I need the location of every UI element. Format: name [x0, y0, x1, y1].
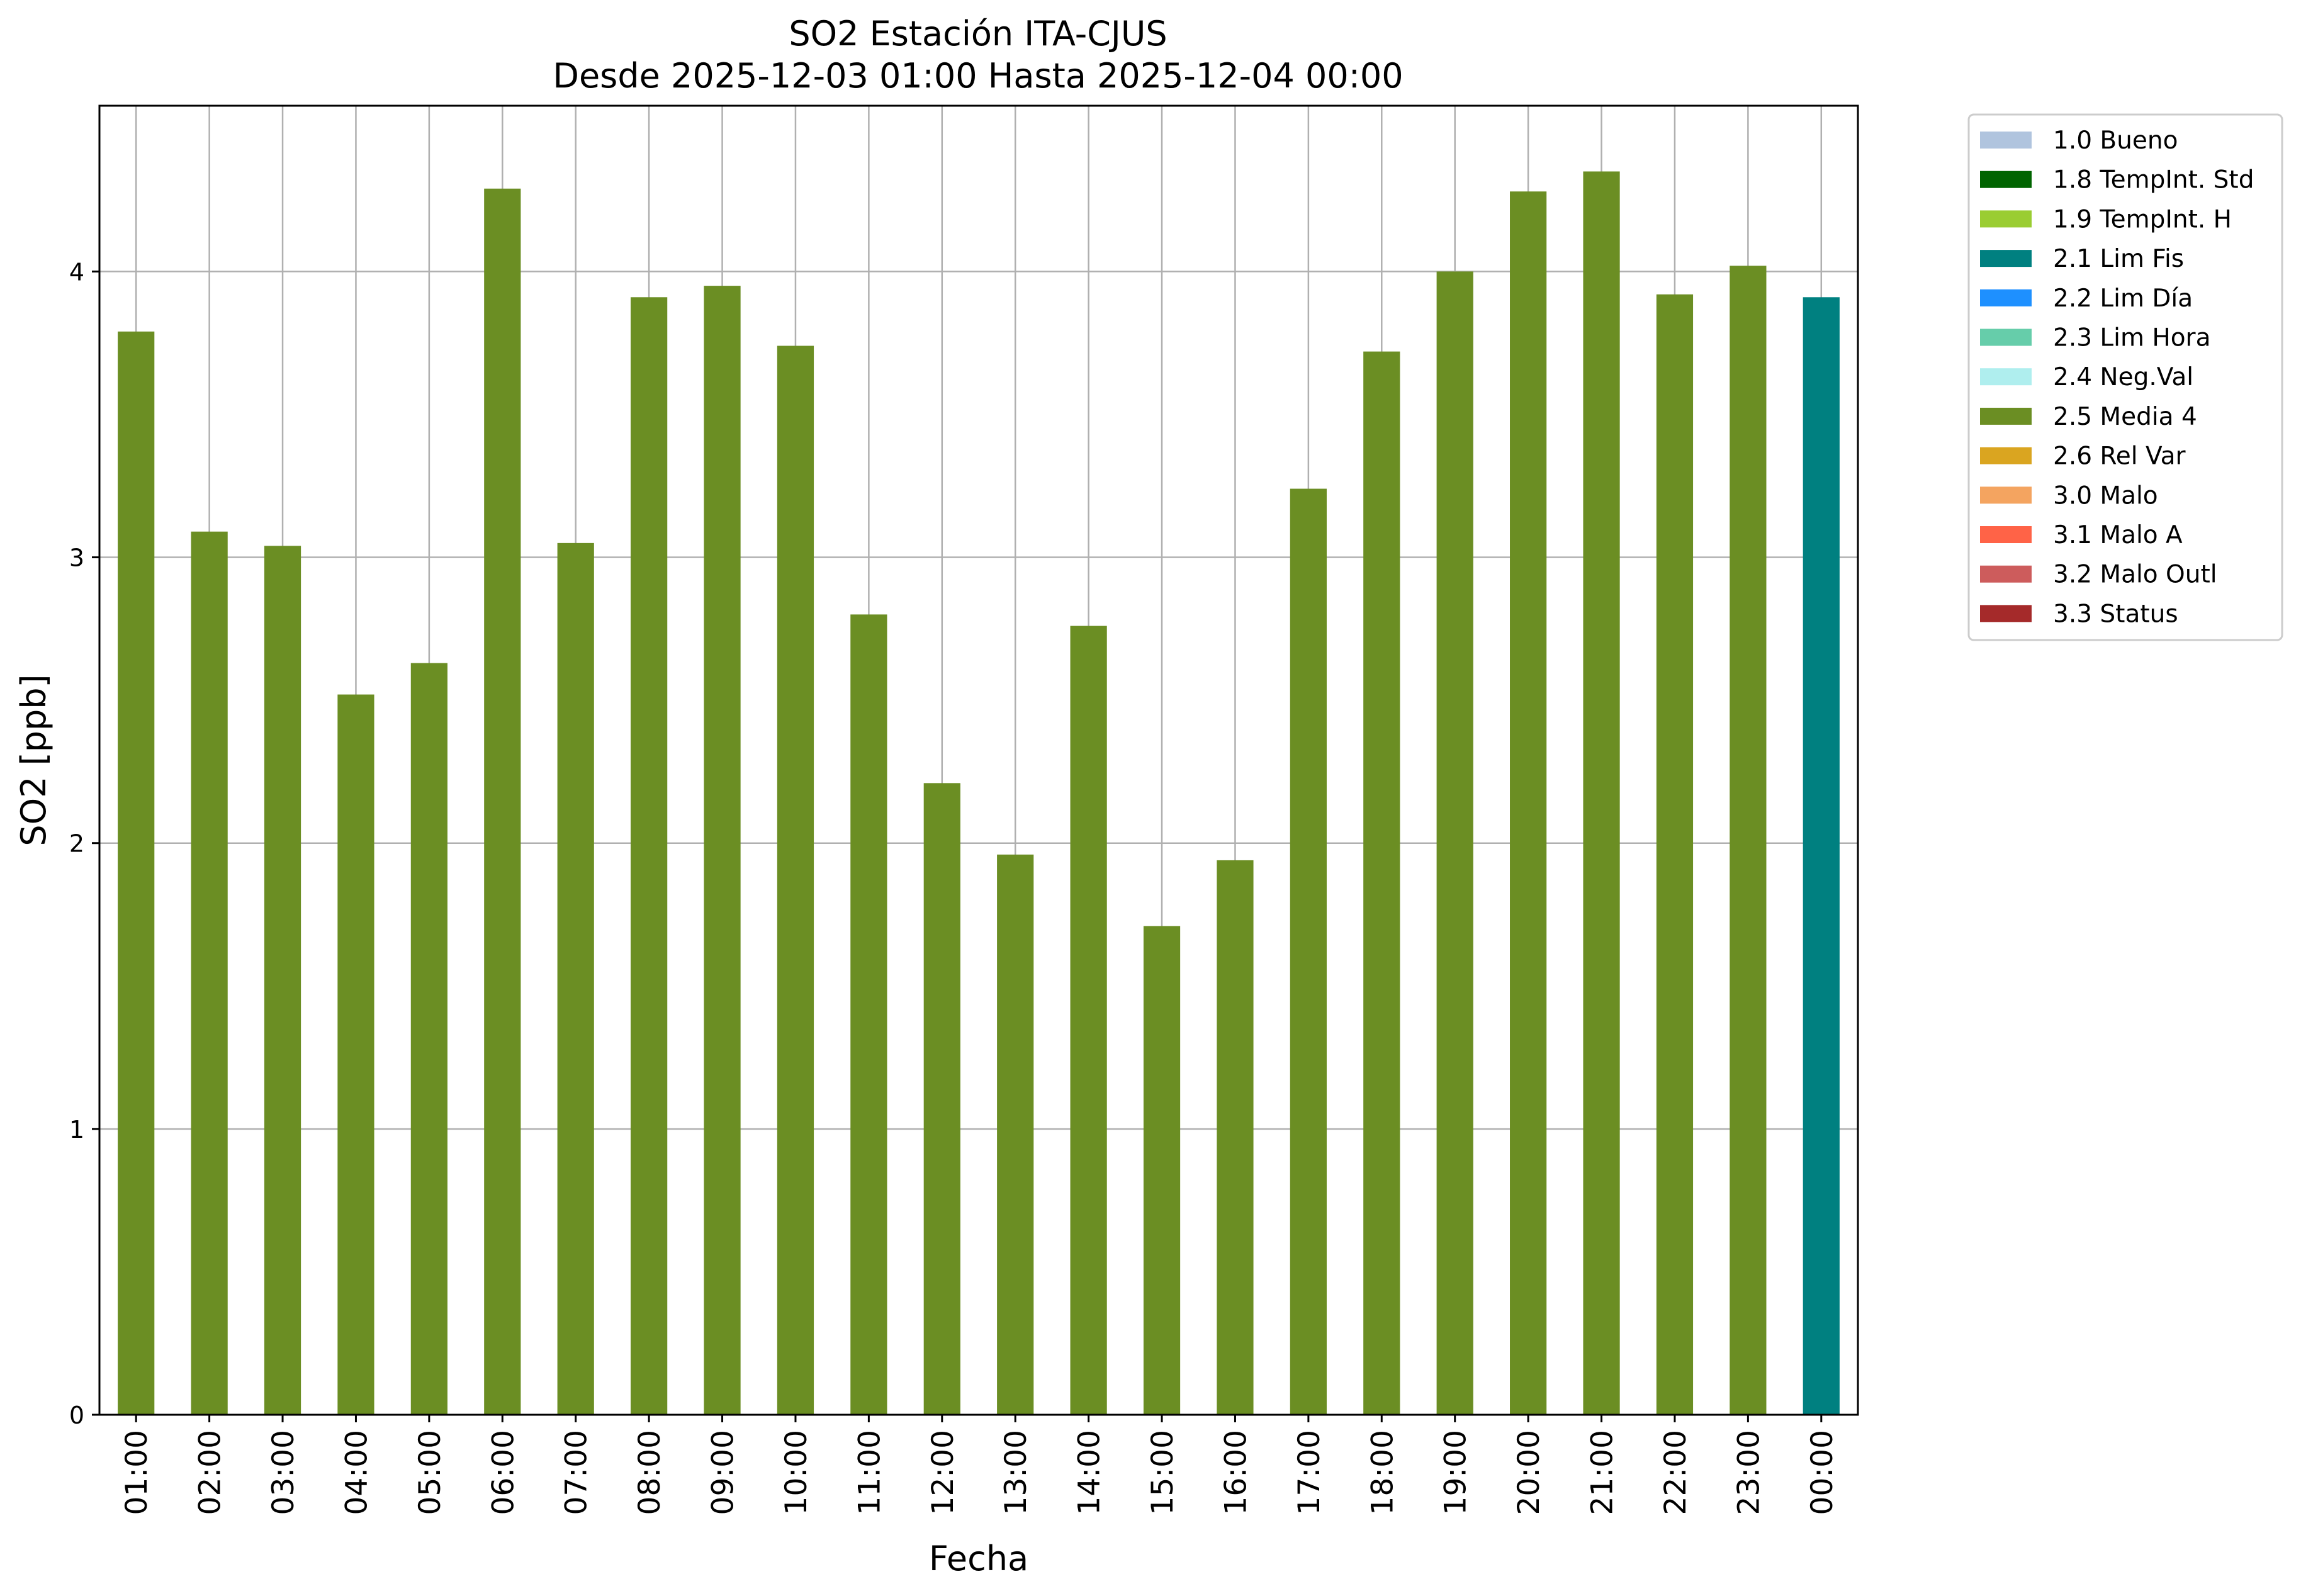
legend-swatch [1980, 210, 2032, 228]
bar [850, 614, 887, 1415]
legend-label: 1.8 TempInt. Std [2053, 166, 2254, 194]
bar [118, 331, 155, 1415]
bar [484, 188, 521, 1415]
bar [1290, 488, 1327, 1415]
chart-title: SO2 Estación ITA-CJUS [789, 14, 1167, 53]
bar [1803, 297, 1840, 1415]
x-tick-label: 14:00 [1072, 1430, 1107, 1515]
legend-label: 2.5 Media 4 [2053, 403, 2197, 431]
legend-swatch [1980, 171, 2032, 188]
bar [631, 297, 668, 1415]
x-tick-label: 13:00 [999, 1430, 1033, 1515]
bar [704, 286, 741, 1415]
chart-subtitle: Desde 2025-12-03 01:00 Hasta 2025-12-04 … [553, 56, 1403, 96]
bar [1656, 294, 1694, 1415]
plot-area-frame [98, 104, 1859, 1416]
bar [191, 531, 228, 1415]
bar [1510, 191, 1547, 1415]
bar [337, 694, 374, 1415]
legend-swatch [1980, 486, 2032, 504]
legend-label: 3.2 Malo Outl [2053, 561, 2217, 589]
y-tick-label: 3 [69, 544, 84, 572]
bar [410, 663, 447, 1415]
legend-label: 2.3 Lim Hora [2053, 324, 2211, 352]
x-tick-label: 18:00 [1365, 1430, 1400, 1515]
x-tick-label: 17:00 [1292, 1430, 1327, 1515]
y-axis-label: SO2 [ppb] [14, 674, 53, 846]
legend-swatch [1980, 565, 2032, 583]
bar [997, 854, 1034, 1415]
bar [1143, 926, 1181, 1415]
x-tick-label: 04:00 [339, 1430, 374, 1515]
legend-label: 2.6 Rel Var [2053, 442, 2186, 471]
x-tick-label: 02:00 [193, 1430, 228, 1515]
x-tick-label: 12:00 [926, 1430, 960, 1515]
bar [777, 346, 814, 1415]
bar [1070, 626, 1107, 1415]
bar [1363, 351, 1400, 1415]
legend-swatch [1980, 132, 2032, 149]
bar [1730, 266, 1767, 1415]
bars-group [118, 171, 1840, 1415]
legend-label: 3.1 Malo A [2053, 521, 2183, 549]
bar [1217, 860, 1254, 1415]
legend-swatch [1980, 250, 2032, 267]
legend-swatch [1980, 289, 2032, 306]
legend-label: 2.4 Neg.Val [2053, 363, 2193, 391]
legend-label: 3.3 Status [2053, 600, 2178, 628]
y-tick-label: 0 [69, 1402, 84, 1429]
bar [1436, 271, 1473, 1415]
bar [923, 783, 960, 1415]
x-tick-label: 23:00 [1731, 1430, 1766, 1515]
legend-label: 1.0 Bueno [2053, 126, 2178, 155]
legend-label: 1.9 TempInt. H [2053, 205, 2232, 233]
legend-swatch [1980, 329, 2032, 346]
y-tick-label: 2 [69, 830, 84, 858]
legend-frame [1967, 113, 2283, 641]
bar [1583, 171, 1620, 1415]
bar [264, 546, 301, 1415]
x-tick-label: 03:00 [266, 1430, 301, 1515]
legend-label: 2.1 Lim Fis [2053, 245, 2184, 273]
x-tick-label: 22:00 [1658, 1430, 1693, 1515]
x-tick-label: 00:00 [1805, 1430, 1840, 1515]
x-axis-ticks: 01:00 02:00 03:00 04:00 05:00 06:00 07:00 08:00… [120, 1415, 1840, 1515]
x-tick-label: 08:00 [633, 1430, 667, 1515]
legend-swatch [1980, 368, 2032, 386]
x-tick-label: 01:00 [120, 1430, 154, 1515]
x-tick-label: 07:00 [560, 1430, 594, 1515]
legend-label: 3.0 Malo [2053, 481, 2158, 510]
x-tick-label: 05:00 [413, 1430, 447, 1515]
x-tick-label: 21:00 [1585, 1430, 1620, 1515]
legend-label: 2.2 Lim Día [2053, 284, 2193, 313]
legend-swatch [1980, 526, 2032, 543]
y-axis-ticks: 0 1 2 3 4 [69, 258, 99, 1429]
legend-swatch [1980, 605, 2032, 622]
x-tick-label: 19:00 [1439, 1430, 1473, 1515]
x-tick-label: 16:00 [1218, 1430, 1253, 1515]
x-tick-label: 15:00 [1145, 1430, 1180, 1515]
y-tick-label: 4 [69, 258, 84, 286]
x-tick-label: 06:00 [486, 1430, 520, 1515]
x-tick-label: 09:00 [706, 1430, 741, 1515]
legend-swatch [1980, 447, 2032, 464]
y-tick-label: 1 [69, 1116, 84, 1144]
x-tick-label: 10:00 [779, 1430, 814, 1515]
legend-swatch [1980, 407, 2032, 425]
x-tick-label: 20:00 [1512, 1430, 1546, 1515]
legend: 1.0 Bueno 1.8 TempInt. Std 1.9 TempInt. H 2… [1967, 113, 2283, 641]
x-axis-label: Fecha [929, 1539, 1028, 1578]
x-tick-label: 11:00 [852, 1430, 887, 1515]
bar [557, 542, 594, 1415]
